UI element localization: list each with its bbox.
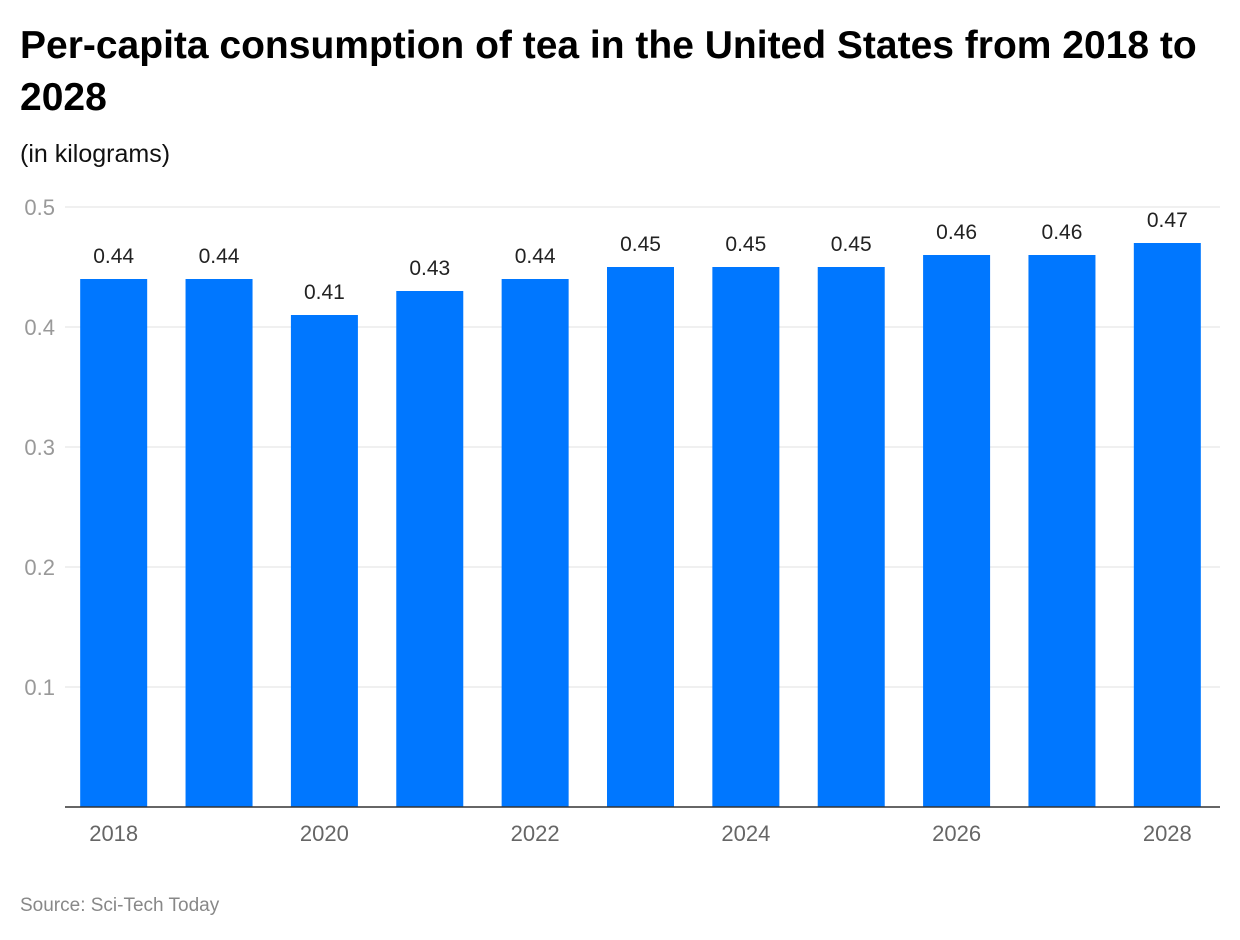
bar (290, 315, 358, 807)
chart-subtitle: (in kilograms) (20, 140, 171, 168)
y-tick-label: 0.1 (24, 675, 55, 700)
data-label: 0.41 (304, 281, 345, 304)
data-label: 0.47 (1147, 209, 1188, 232)
source-note: Source: Sci-Tech Today (20, 895, 220, 916)
data-label: 0.46 (1042, 221, 1083, 244)
x-tick-label: 2026 (932, 821, 981, 846)
bar (1133, 243, 1201, 807)
bar (80, 279, 148, 807)
bar (185, 279, 253, 807)
data-label: 0.46 (936, 221, 977, 244)
y-tick-label: 0.4 (24, 315, 55, 340)
bar (1028, 255, 1096, 807)
x-tick-label: 2024 (721, 821, 770, 846)
y-tick-label: 0.2 (24, 555, 55, 580)
data-label: 0.45 (831, 233, 872, 256)
x-tick-label: 2020 (300, 821, 349, 846)
bar (923, 255, 991, 807)
x-tick-label: 2028 (1143, 821, 1192, 846)
bar (501, 279, 569, 807)
y-tick-label: 0.3 (24, 435, 55, 460)
data-label: 0.44 (93, 245, 134, 268)
data-label: 0.44 (515, 245, 556, 268)
data-label: 0.45 (620, 233, 661, 256)
data-label: 0.44 (199, 245, 240, 268)
chart-title: Per-capita consumption of tea in the Uni… (20, 24, 1197, 119)
x-tick-label: 2022 (511, 821, 560, 846)
data-label: 0.43 (409, 257, 450, 280)
bar (817, 267, 885, 807)
data-label: 0.45 (725, 233, 766, 256)
y-tick-label: 0.5 (24, 195, 55, 220)
bar (396, 291, 464, 807)
x-tick-label: 2018 (89, 821, 138, 846)
bar (712, 267, 780, 807)
bar (607, 267, 674, 807)
